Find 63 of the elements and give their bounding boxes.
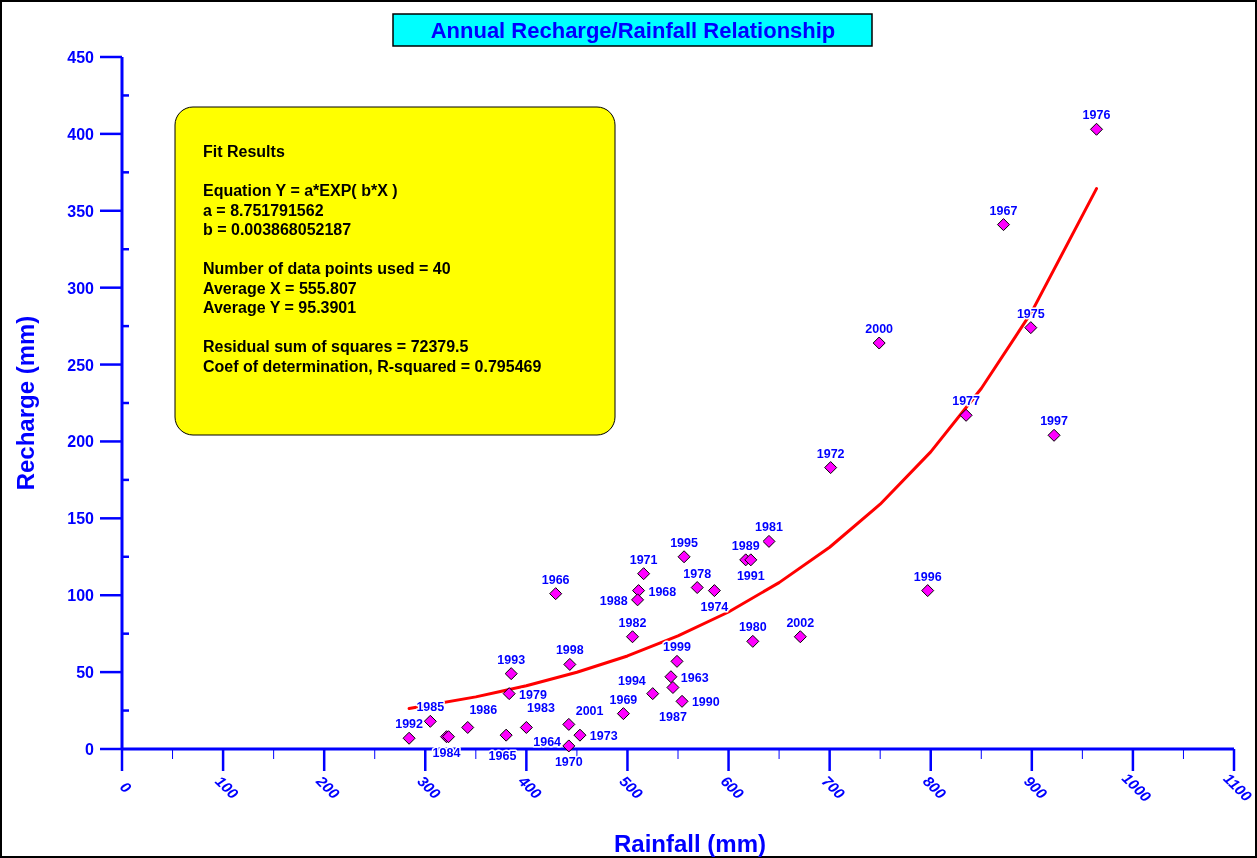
- annotation: 1990: [691, 695, 720, 710]
- y-tick-label: 300: [67, 279, 95, 297]
- x-tick-label: 800: [919, 772, 950, 803]
- annotation: Equation Y = a*EXP( b*X ) a = 8.751791562 b = 0.003868052187: [203, 182, 398, 238]
- annotation: 1971: [629, 552, 658, 567]
- annotation: 1995: [670, 535, 699, 550]
- x-tick-label: 0: [116, 778, 136, 797]
- y-tick-label: 400: [67, 125, 95, 143]
- annotation: 1992: [395, 717, 424, 732]
- annotation: 1972: [816, 446, 845, 461]
- annotation: 1980: [738, 620, 767, 635]
- annotation: 1996: [913, 569, 942, 584]
- chart-title: Annual Recharge/Rainfall Relationship: [430, 18, 836, 43]
- annotation: 1978: [683, 566, 712, 581]
- annotation: 1981: [755, 520, 783, 535]
- y-tick-label: 100: [67, 587, 95, 605]
- annotation: 1966: [541, 572, 570, 587]
- annotation: 1979: [519, 687, 547, 702]
- annotation: 1974: [700, 599, 729, 614]
- annotation: 1964: [533, 735, 562, 750]
- annotation: 1993: [497, 652, 526, 667]
- annotation: 1976: [1082, 108, 1111, 123]
- x-tick-label: 400: [514, 771, 546, 803]
- annotation: 1994: [618, 673, 646, 688]
- annotation: 1991: [736, 568, 765, 583]
- y-tick-label: 350: [67, 202, 95, 220]
- annotation: 1998: [555, 643, 584, 658]
- annotation: 2000: [865, 322, 894, 337]
- annotation: 1983: [527, 701, 555, 716]
- y-tick-label: 450: [67, 49, 95, 66]
- x-tick-label: 600: [717, 772, 748, 803]
- x-tick-label: 700: [818, 772, 849, 803]
- annotation: Residual sum of squares = 72379.5 Coef of determination, R-squared = 0.795469: [203, 338, 542, 375]
- x-axis-title: Rainfall (mm): [613, 830, 767, 857]
- annotation: Number of data points used = 40 Average X = 555.807 Average Y = 95.3901: [203, 260, 451, 316]
- annotation: 1967: [989, 203, 1018, 218]
- x-tick-label: 200: [312, 771, 344, 803]
- annotation: Fit Results: [203, 143, 285, 160]
- x-tick-label: 500: [616, 772, 647, 803]
- annotation: 1988: [599, 593, 628, 608]
- y-axis-title: Recharge (mm): [12, 315, 39, 491]
- annotation: 1969: [609, 692, 638, 707]
- annotation: 1968: [648, 584, 677, 599]
- annotation: 1999: [663, 640, 691, 655]
- annotation: 1986: [469, 702, 498, 717]
- y-tick-label: 150: [67, 510, 95, 528]
- annotation: 1973: [589, 729, 618, 744]
- y-tick-label: 200: [67, 433, 95, 451]
- y-tick-label: 50: [76, 664, 95, 682]
- annotation: 1970: [554, 754, 583, 769]
- annotation: 1965: [488, 749, 517, 764]
- annotation: 2001: [575, 704, 604, 719]
- annotation: 1982: [618, 615, 647, 630]
- annotation: 1987: [659, 710, 687, 725]
- annotation: 1997: [1040, 414, 1069, 429]
- y-tick-label: 0: [85, 741, 95, 758]
- x-tick-label: 100: [212, 772, 243, 803]
- annotation: 1963: [680, 670, 709, 685]
- x-tick-label: 900: [1020, 772, 1052, 803]
- annotation: 1989: [731, 538, 760, 553]
- x-tick-label: 300: [414, 772, 445, 803]
- y-tick-label: 250: [67, 356, 95, 374]
- annotation: 2002: [786, 615, 815, 630]
